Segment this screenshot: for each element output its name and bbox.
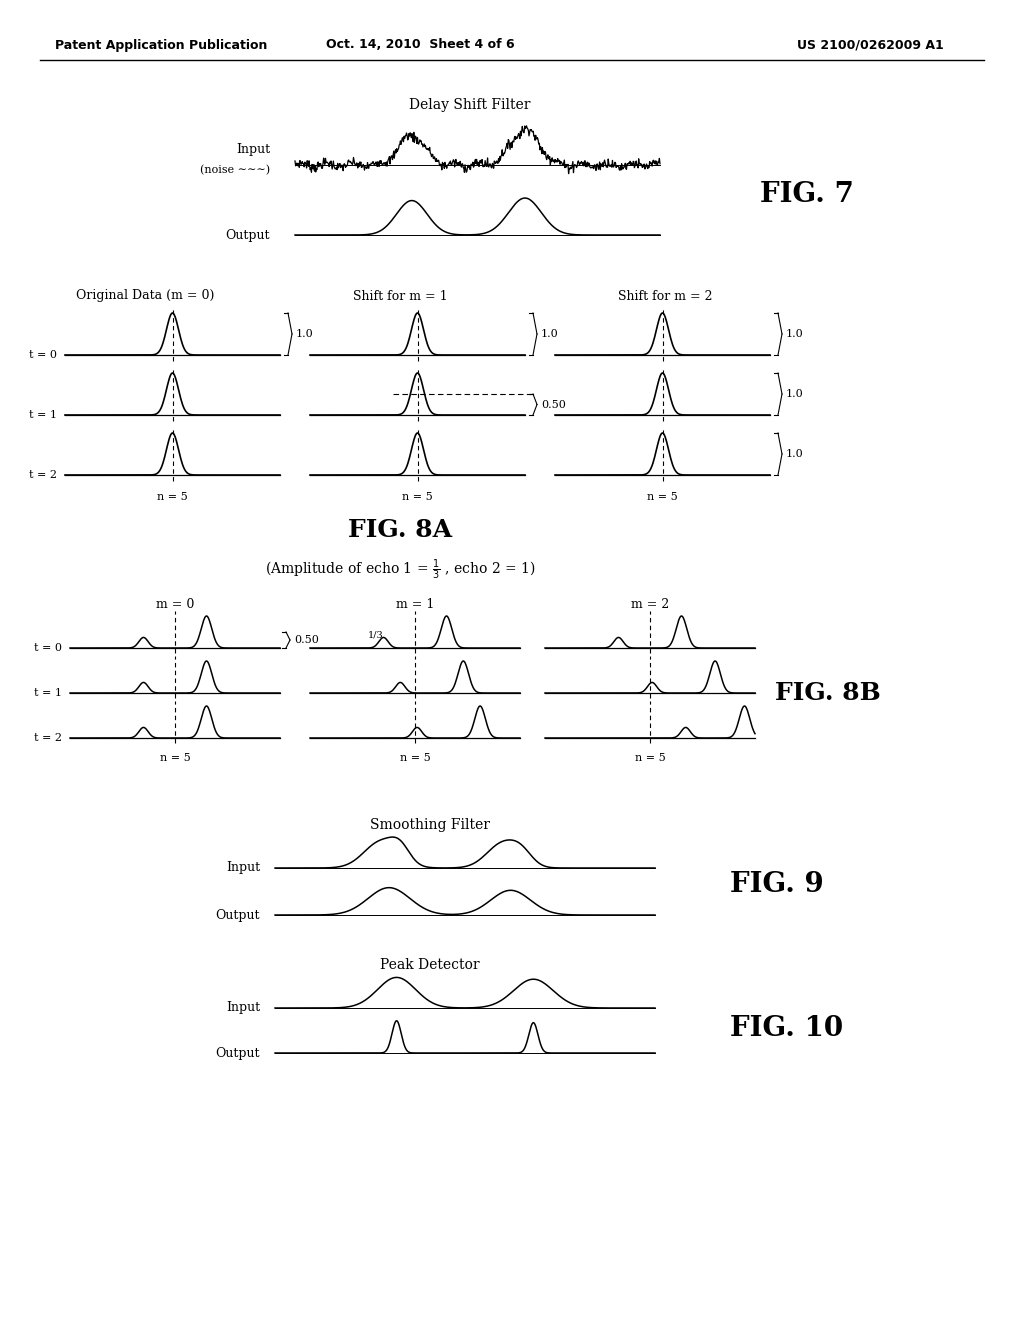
Text: FIG. 7: FIG. 7 bbox=[760, 181, 854, 209]
Text: n = 5: n = 5 bbox=[399, 752, 430, 763]
Text: 1.0: 1.0 bbox=[296, 329, 313, 339]
Text: 1.0: 1.0 bbox=[541, 329, 559, 339]
Text: n = 5: n = 5 bbox=[157, 492, 187, 502]
Text: t = 2: t = 2 bbox=[29, 470, 57, 480]
Text: 1.0: 1.0 bbox=[786, 449, 804, 459]
Text: FIG. 8B: FIG. 8B bbox=[775, 681, 881, 705]
Text: m = 2: m = 2 bbox=[631, 598, 669, 611]
Text: t = 0: t = 0 bbox=[29, 350, 57, 360]
Text: Original Data (m = 0): Original Data (m = 0) bbox=[76, 289, 214, 302]
Text: Input: Input bbox=[226, 862, 260, 874]
Text: Oct. 14, 2010  Sheet 4 of 6: Oct. 14, 2010 Sheet 4 of 6 bbox=[326, 38, 514, 51]
Text: Shift for m = 2: Shift for m = 2 bbox=[617, 289, 713, 302]
Text: t = 1: t = 1 bbox=[34, 688, 62, 698]
Text: Input: Input bbox=[226, 1002, 260, 1015]
Text: m = 0: m = 0 bbox=[156, 598, 195, 611]
Text: (Amplitude of echo 1 = $\frac{1}{3}$ , echo 2 = 1): (Amplitude of echo 1 = $\frac{1}{3}$ , e… bbox=[265, 558, 536, 582]
Text: t = 0: t = 0 bbox=[34, 643, 62, 653]
Text: Input: Input bbox=[236, 144, 270, 157]
Text: Output: Output bbox=[225, 228, 270, 242]
Text: Patent Application Publication: Patent Application Publication bbox=[55, 38, 267, 51]
Text: 0.50: 0.50 bbox=[294, 635, 318, 645]
Text: n = 5: n = 5 bbox=[160, 752, 190, 763]
Text: Delay Shift Filter: Delay Shift Filter bbox=[410, 98, 530, 112]
Text: 1/3: 1/3 bbox=[368, 631, 383, 640]
Text: n = 5: n = 5 bbox=[635, 752, 666, 763]
Text: FIG. 8A: FIG. 8A bbox=[348, 517, 452, 543]
Text: 1.0: 1.0 bbox=[786, 329, 804, 339]
Text: FIG. 10: FIG. 10 bbox=[730, 1015, 843, 1041]
Text: m = 1: m = 1 bbox=[396, 598, 434, 611]
Text: Smoothing Filter: Smoothing Filter bbox=[370, 818, 490, 832]
Text: n = 5: n = 5 bbox=[402, 492, 433, 502]
Text: t = 2: t = 2 bbox=[34, 733, 62, 743]
Text: t = 1: t = 1 bbox=[29, 411, 57, 420]
Text: 0.50: 0.50 bbox=[541, 400, 566, 409]
Text: (noise ∼∼∼): (noise ∼∼∼) bbox=[200, 165, 270, 176]
Text: FIG. 9: FIG. 9 bbox=[730, 871, 823, 899]
Text: Shift for m = 1: Shift for m = 1 bbox=[352, 289, 447, 302]
Text: Peak Detector: Peak Detector bbox=[380, 958, 480, 972]
Text: US 2100/0262009 A1: US 2100/0262009 A1 bbox=[797, 38, 943, 51]
Text: Output: Output bbox=[215, 1047, 260, 1060]
Text: n = 5: n = 5 bbox=[647, 492, 678, 502]
Text: Output: Output bbox=[215, 908, 260, 921]
Text: 1.0: 1.0 bbox=[786, 389, 804, 399]
